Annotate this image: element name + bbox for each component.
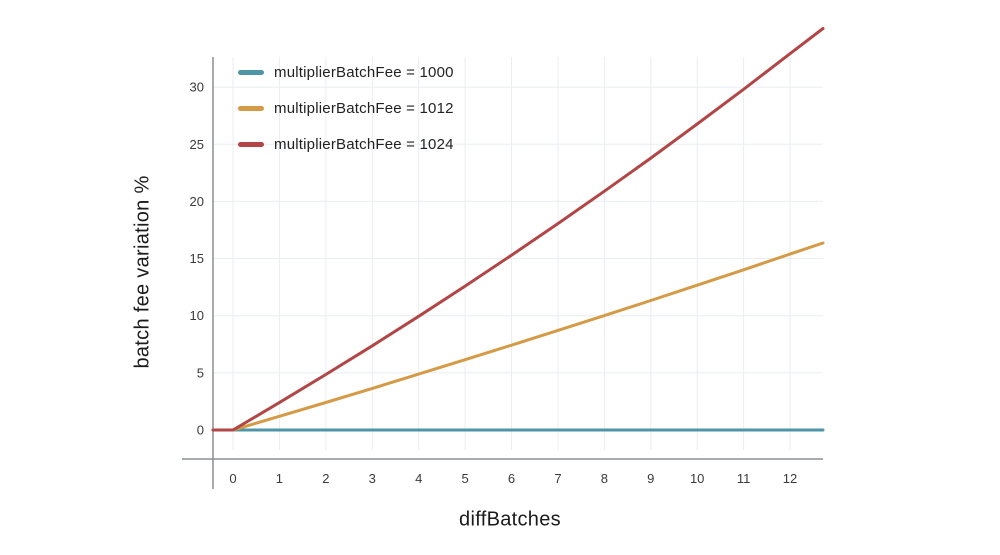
y-axis-title: batch fee variation % bbox=[131, 175, 154, 369]
y-tick-label: 25 bbox=[190, 137, 204, 152]
y-tick-label: 30 bbox=[190, 80, 204, 95]
y-tick-label: 5 bbox=[197, 365, 204, 380]
legend-swatch-icon bbox=[238, 141, 264, 147]
legend-swatch-icon bbox=[238, 105, 264, 111]
series-line bbox=[211, 27, 825, 432]
x-tick-label: 1 bbox=[276, 471, 283, 486]
y-tick-label: 0 bbox=[197, 423, 204, 438]
x-tick-label: 4 bbox=[415, 471, 422, 486]
x-tick-label: 3 bbox=[369, 471, 376, 486]
x-tick-label: 5 bbox=[461, 471, 468, 486]
legend-item: multiplierBatchFee = 1024 bbox=[238, 132, 454, 156]
x-tick-label: 7 bbox=[554, 471, 561, 486]
series-line bbox=[211, 241, 825, 432]
x-tick-label: 10 bbox=[690, 471, 704, 486]
x-tick-label: 11 bbox=[737, 471, 751, 486]
legend-item: multiplierBatchFee = 1000 bbox=[238, 60, 454, 84]
legend-label: multiplierBatchFee = 1024 bbox=[274, 135, 454, 153]
x-axis-title: diffBatches bbox=[459, 508, 561, 531]
x-tick-label: 8 bbox=[601, 471, 608, 486]
y-tick-label: 20 bbox=[190, 194, 204, 209]
x-tick-label: 6 bbox=[508, 471, 515, 486]
legend-item: multiplierBatchFee = 1012 bbox=[238, 96, 454, 120]
x-tick-label: 9 bbox=[647, 471, 654, 486]
legend: multiplierBatchFee = 1000 multiplierBatch… bbox=[238, 60, 454, 156]
legend-label: multiplierBatchFee = 1000 bbox=[274, 63, 454, 81]
y-tick-label: 15 bbox=[190, 251, 204, 266]
x-tick-label: 2 bbox=[322, 471, 329, 486]
y-tick-label: 10 bbox=[190, 308, 204, 323]
x-tick-label: 12 bbox=[783, 471, 797, 486]
legend-swatch-icon bbox=[238, 69, 264, 75]
legend-label: multiplierBatchFee = 1012 bbox=[274, 99, 454, 117]
x-tick-label: 0 bbox=[229, 471, 236, 486]
